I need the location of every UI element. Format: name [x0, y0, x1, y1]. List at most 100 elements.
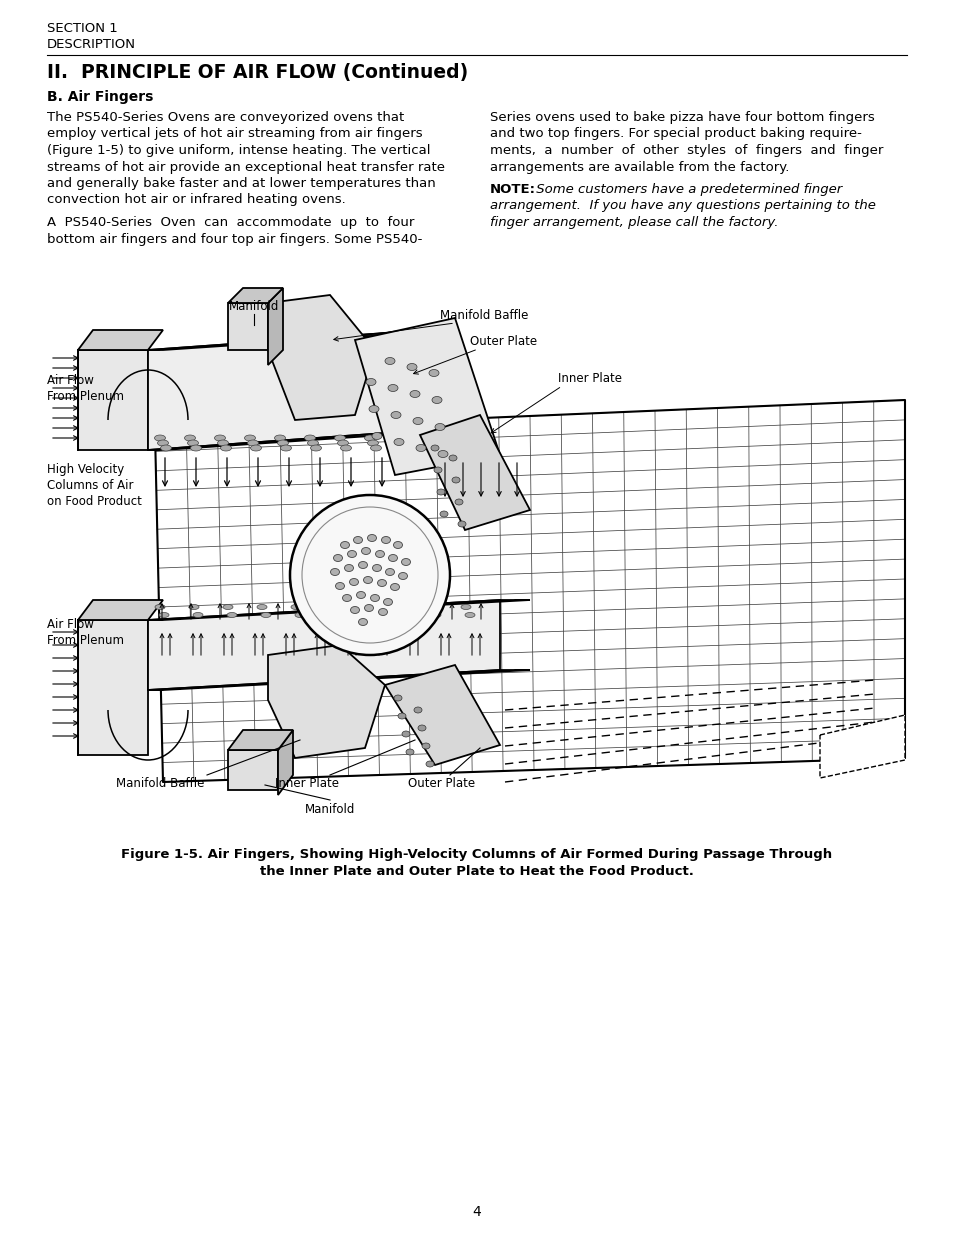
Ellipse shape — [388, 555, 397, 562]
Ellipse shape — [191, 445, 201, 451]
Ellipse shape — [437, 451, 448, 457]
Ellipse shape — [455, 499, 462, 505]
Ellipse shape — [435, 424, 444, 431]
Ellipse shape — [432, 396, 441, 404]
Ellipse shape — [294, 613, 305, 618]
Text: and generally bake faster and at lower temperatures than: and generally bake faster and at lower t… — [47, 177, 436, 190]
Text: The PS540-Series Ovens are conveyorized ovens that: The PS540-Series Ovens are conveyorized … — [47, 111, 404, 124]
Ellipse shape — [457, 521, 465, 527]
Text: Air Flow
From Plenum: Air Flow From Plenum — [47, 374, 124, 403]
Ellipse shape — [416, 445, 426, 452]
Ellipse shape — [398, 573, 407, 579]
Ellipse shape — [334, 555, 342, 562]
Text: bottom air fingers and four top air fingers. Some PS540-: bottom air fingers and four top air fing… — [47, 232, 422, 246]
Ellipse shape — [381, 536, 390, 543]
Ellipse shape — [329, 613, 338, 618]
Ellipse shape — [413, 417, 422, 425]
Ellipse shape — [436, 489, 444, 495]
Ellipse shape — [354, 536, 362, 543]
Text: Manifold Baffle: Manifold Baffle — [439, 309, 528, 322]
Ellipse shape — [429, 369, 438, 377]
Ellipse shape — [370, 594, 379, 601]
Ellipse shape — [325, 604, 335, 610]
Polygon shape — [277, 730, 293, 795]
Text: finger arrangement, please call the factory.: finger arrangement, please call the fact… — [490, 216, 778, 228]
Ellipse shape — [184, 435, 195, 441]
Text: II.  PRINCIPLE OF AIR FLOW (Continued): II. PRINCIPLE OF AIR FLOW (Continued) — [47, 63, 468, 82]
Ellipse shape — [256, 604, 267, 610]
Ellipse shape — [157, 440, 169, 446]
Polygon shape — [78, 330, 163, 350]
Ellipse shape — [394, 438, 403, 446]
Ellipse shape — [344, 564, 354, 572]
Text: employ vertical jets of hot air streaming from air fingers: employ vertical jets of hot air streamin… — [47, 127, 422, 141]
Polygon shape — [268, 288, 283, 366]
Circle shape — [290, 495, 450, 655]
Ellipse shape — [385, 357, 395, 364]
Ellipse shape — [363, 613, 373, 618]
Ellipse shape — [410, 390, 419, 398]
Ellipse shape — [189, 604, 199, 610]
Ellipse shape — [188, 440, 198, 446]
Ellipse shape — [160, 445, 172, 451]
Ellipse shape — [464, 613, 475, 618]
Ellipse shape — [396, 613, 407, 618]
Ellipse shape — [364, 604, 374, 611]
Ellipse shape — [401, 731, 410, 737]
Ellipse shape — [431, 445, 438, 451]
Text: Inner Plate: Inner Plate — [274, 777, 338, 790]
Ellipse shape — [350, 606, 359, 614]
Ellipse shape — [307, 440, 318, 446]
Text: A  PS540-Series  Oven  can  accommodate  up  to  four: A PS540-Series Oven can accommodate up t… — [47, 216, 414, 228]
Ellipse shape — [369, 405, 378, 412]
Ellipse shape — [244, 435, 255, 441]
Text: 4: 4 — [472, 1205, 481, 1219]
Text: Air Flow
From Plenum: Air Flow From Plenum — [47, 618, 124, 647]
Ellipse shape — [383, 599, 392, 605]
Text: and two top fingers. For special product baking require-: and two top fingers. For special product… — [490, 127, 861, 141]
Ellipse shape — [391, 411, 400, 419]
Polygon shape — [268, 645, 385, 758]
Polygon shape — [78, 620, 148, 755]
Text: NOTE:: NOTE: — [490, 183, 536, 196]
Ellipse shape — [377, 579, 386, 587]
Text: streams of hot air provide an exceptional heat transfer rate: streams of hot air provide an exceptiona… — [47, 161, 444, 173]
Ellipse shape — [337, 440, 348, 446]
Polygon shape — [228, 730, 293, 750]
Ellipse shape — [247, 440, 258, 446]
Ellipse shape — [154, 604, 165, 610]
Ellipse shape — [372, 564, 381, 572]
Polygon shape — [148, 600, 530, 620]
Ellipse shape — [358, 562, 367, 568]
Polygon shape — [355, 317, 499, 475]
Ellipse shape — [193, 613, 203, 618]
Ellipse shape — [220, 445, 232, 451]
Ellipse shape — [397, 713, 406, 719]
Ellipse shape — [159, 613, 169, 618]
Ellipse shape — [280, 445, 292, 451]
Polygon shape — [820, 715, 904, 778]
Text: Some customers have a predetermined finger: Some customers have a predetermined fing… — [532, 183, 841, 196]
Ellipse shape — [460, 604, 471, 610]
Polygon shape — [78, 600, 163, 620]
Ellipse shape — [347, 551, 356, 557]
Polygon shape — [148, 432, 430, 450]
Text: arrangement.  If you have any questions pertaining to the: arrangement. If you have any questions p… — [490, 200, 875, 212]
Polygon shape — [148, 671, 530, 690]
Text: High Velocity
Columns of Air
on Food Product: High Velocity Columns of Air on Food Pro… — [47, 463, 142, 508]
Ellipse shape — [393, 541, 402, 548]
Ellipse shape — [340, 445, 351, 451]
Text: (Figure 1-5) to give uniform, intense heating. The vertical: (Figure 1-5) to give uniform, intense he… — [47, 144, 430, 157]
Text: Outer Plate: Outer Plate — [470, 335, 537, 348]
Ellipse shape — [223, 604, 233, 610]
Polygon shape — [78, 350, 148, 450]
Ellipse shape — [401, 558, 410, 566]
Text: Outer Plate: Outer Plate — [408, 777, 475, 790]
Ellipse shape — [227, 613, 236, 618]
Ellipse shape — [310, 445, 321, 451]
Text: convection hot air or infrared heating ovens.: convection hot air or infrared heating o… — [47, 194, 345, 206]
Ellipse shape — [385, 568, 395, 576]
Text: Inner Plate: Inner Plate — [558, 372, 621, 385]
Ellipse shape — [358, 619, 367, 625]
Text: arrangements are available from the factory.: arrangements are available from the fact… — [490, 161, 788, 173]
